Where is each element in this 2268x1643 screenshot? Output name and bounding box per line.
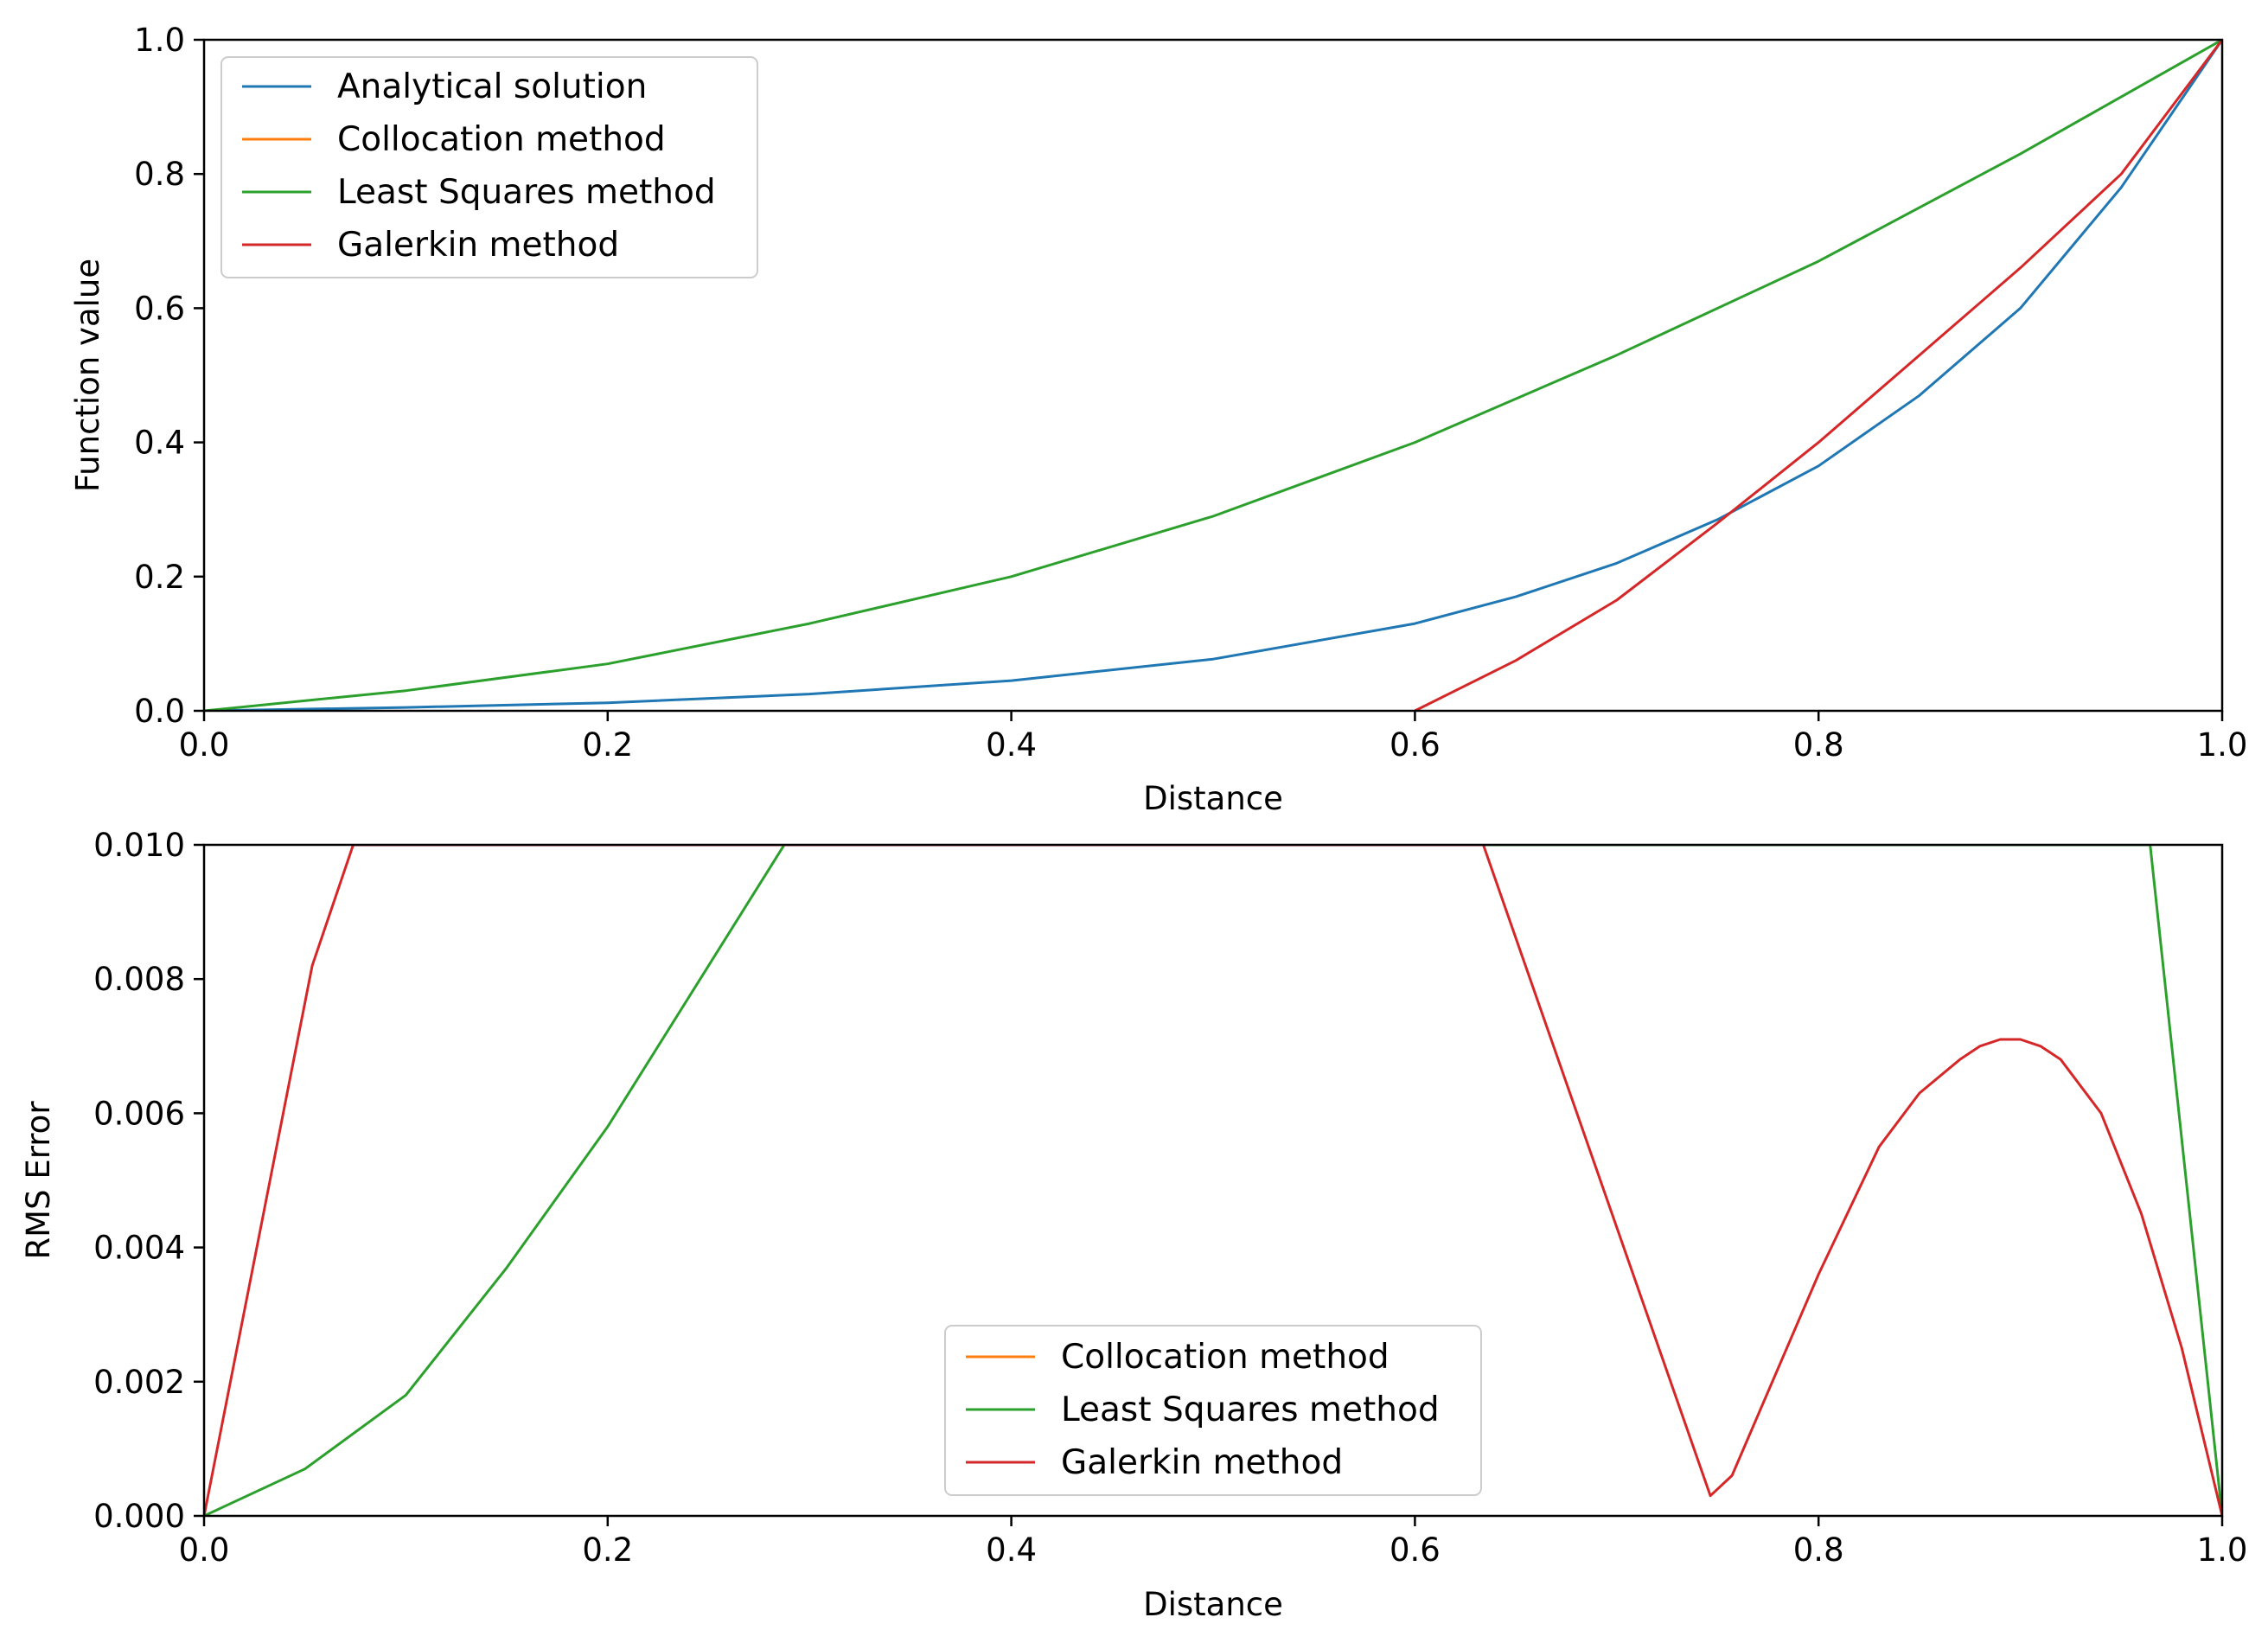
function-value-y-ticks: 0.0 0.2 0.4 0.6 0.8 1.0 <box>134 22 204 730</box>
x-tick-label: 0.6 <box>1390 1531 1441 1569</box>
function-value-axes-frame <box>202 38 2224 713</box>
legend-label-collocation: Collocation method <box>337 120 666 159</box>
y-tick-label: 0.010 <box>93 827 185 864</box>
legend-label-least-squares: Least Squares method <box>1061 1390 1440 1429</box>
y-tick-label: 0.000 <box>93 1498 185 1535</box>
function-value-x-label: Distance <box>1143 780 1283 817</box>
x-tick-label: 0.6 <box>1390 726 1441 764</box>
series-line-galerkin <box>204 845 2222 1516</box>
x-tick-label: 0.8 <box>1793 726 1844 764</box>
series-line-least-squares <box>204 40 2222 711</box>
function-value-plot: 0.0 0.2 0.4 0.6 0.8 1.0 0.0 0.2 0.4 0.6 0.8 1.0 Di… <box>69 22 2247 817</box>
x-tick-label: 0.2 <box>582 1531 633 1569</box>
legend-box <box>944 1325 1482 1496</box>
series-line-galerkin <box>1414 40 2222 711</box>
y-tick-label: 0.008 <box>93 961 185 998</box>
x-tick-label: 0.0 <box>179 726 230 764</box>
x-tick-label: 0.2 <box>582 726 633 764</box>
y-tick-label: 1.0 <box>134 22 185 59</box>
y-tick-label: 0.4 <box>134 425 185 462</box>
x-tick-label: 0.4 <box>986 726 1037 764</box>
x-tick-label: 1.0 <box>2197 1531 2248 1569</box>
legend-label-analytical: Analytical solution <box>337 67 647 106</box>
legend-label-collocation: Collocation method <box>1061 1338 1390 1377</box>
legend-label-galerkin: Galerkin method <box>1061 1443 1343 1482</box>
x-tick-label: 0.8 <box>1793 1531 1844 1569</box>
rms-error-series <box>204 845 2222 1516</box>
function-value-y-label: Function value <box>69 259 106 492</box>
legend-label-least-squares: Least Squares method <box>337 173 716 212</box>
series-line-least-squares <box>204 845 2222 1516</box>
y-tick-label: 0.004 <box>93 1230 185 1267</box>
rms-error-y-label: RMS Error <box>20 1101 57 1260</box>
rms-error-axes-frame <box>202 843 2224 1518</box>
rms-error-y-ticks: 0.000 0.002 0.004 0.006 0.008 0.010 <box>93 827 204 1535</box>
x-tick-label: 0.0 <box>179 1531 230 1569</box>
function-value-legend: Analytical solution Collocation method L… <box>220 56 758 278</box>
function-value-x-ticks: 0.0 0.2 0.4 0.6 0.8 1.0 <box>179 711 2248 764</box>
rms-error-x-ticks: 0.0 0.2 0.4 0.6 0.8 1.0 <box>179 1516 2248 1569</box>
rms-error-plot: 0.0 0.2 0.4 0.6 0.8 1.0 0.0000.0020.0040.0060… <box>20 827 2247 1623</box>
rms-error-x-label: Distance <box>1143 1586 1283 1623</box>
y-tick-label: 0.006 <box>93 1095 185 1132</box>
y-tick-label: 0.8 <box>134 156 185 193</box>
rms-error-legend: Collocation method Least Squares method … <box>944 1325 1482 1496</box>
x-tick-label: 0.4 <box>986 1531 1037 1569</box>
series-line-analytical <box>204 40 2222 711</box>
y-tick-label: 0.002 <box>93 1364 185 1401</box>
legend-box <box>220 56 758 278</box>
x-tick-label: 1.0 <box>2197 726 2248 764</box>
y-tick-label: 0.2 <box>134 559 185 596</box>
legend-label-galerkin: Galerkin method <box>337 226 619 265</box>
y-tick-label: 0.6 <box>134 290 185 327</box>
y-tick-label: 0.0 <box>134 693 185 730</box>
function-value-series <box>204 40 2222 711</box>
